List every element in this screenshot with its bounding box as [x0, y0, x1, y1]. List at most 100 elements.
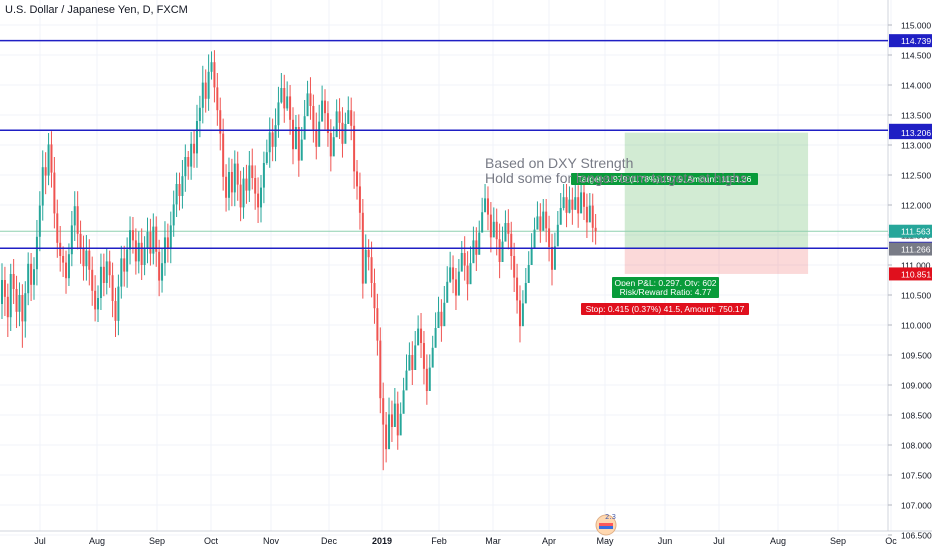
- candle-body: [548, 228, 551, 247]
- candle-body: [59, 242, 62, 256]
- candle-body: [309, 93, 312, 106]
- stop-zone[interactable]: [624, 249, 809, 274]
- candle-body: [518, 300, 521, 327]
- candle-body: [158, 251, 161, 281]
- candle-body: [94, 290, 97, 310]
- candle-body: [236, 163, 239, 185]
- candle-body: [437, 311, 440, 328]
- candle-body: [402, 390, 405, 414]
- candle-body: [364, 250, 367, 284]
- candle-body: [161, 263, 164, 281]
- candle-body: [559, 208, 562, 225]
- candle-body: [146, 232, 149, 249]
- candle-body: [440, 311, 443, 327]
- candle-body: [204, 82, 207, 99]
- candle-body: [472, 240, 475, 264]
- y-tick-label: 113.500: [901, 111, 931, 121]
- candle-body: [376, 308, 379, 341]
- candle-body: [347, 110, 350, 124]
- price-label-bg: [889, 242, 932, 256]
- price-label: 111.563: [901, 227, 931, 237]
- candle-body: [321, 100, 324, 122]
- candle-body: [420, 328, 423, 343]
- candle-body: [565, 197, 568, 213]
- candle-body: [129, 230, 132, 250]
- x-tick-label: Oct: [204, 536, 219, 546]
- candle-body: [318, 121, 321, 147]
- candle-body: [562, 197, 565, 208]
- target-zone[interactable]: [624, 132, 809, 250]
- candle-body: [550, 247, 553, 270]
- candle-body: [38, 205, 41, 237]
- candle-body: [542, 211, 545, 231]
- x-tick-label: Sep: [830, 536, 846, 546]
- y-tick-label: 110.500: [901, 291, 931, 301]
- candle-body: [30, 263, 33, 285]
- candle-body: [155, 226, 158, 252]
- chart-annotation[interactable]: Based on DXY Strength Hold some for long…: [485, 156, 747, 186]
- price-label-bg: [889, 126, 932, 140]
- candle-body: [213, 62, 216, 88]
- candle-body: [126, 249, 129, 272]
- target-label-bg[interactable]: [571, 173, 758, 185]
- candle-body: [88, 250, 91, 270]
- candle-body: [594, 227, 597, 232]
- candle-body: [539, 216, 542, 231]
- candle-body: [350, 110, 353, 126]
- candle-body: [274, 125, 277, 147]
- candle-body: [373, 283, 376, 309]
- candle-body: [469, 263, 472, 285]
- candle-body: [294, 127, 297, 150]
- candle-body: [245, 178, 248, 191]
- candle-body: [257, 193, 260, 208]
- candle-body: [175, 184, 178, 205]
- x-tick-label: Jul: [713, 536, 725, 546]
- candle-body: [553, 246, 556, 270]
- candle-body: [434, 328, 437, 348]
- candle-body: [131, 230, 134, 241]
- candle-body: [152, 226, 155, 254]
- candle-body: [280, 88, 283, 103]
- candle-body: [466, 265, 469, 285]
- candle-body: [338, 111, 341, 123]
- candle-body: [12, 274, 15, 289]
- candle-body: [3, 280, 6, 297]
- candle-body: [312, 106, 315, 130]
- y-tick-label: 112.000: [901, 201, 931, 211]
- pnl-label: Open P&L: 0.297, Qty: 602: [614, 278, 716, 288]
- candle-body: [367, 250, 370, 258]
- candle-body: [207, 71, 210, 99]
- candle-body: [457, 271, 460, 296]
- candle-body: [85, 250, 88, 267]
- price-label-bg: [889, 267, 932, 281]
- candle-body: [489, 214, 492, 238]
- price-label: 113.206: [901, 128, 931, 138]
- candle-body: [300, 139, 303, 161]
- candle-body: [114, 301, 117, 321]
- candle-body: [414, 345, 417, 370]
- candle-body: [163, 237, 166, 264]
- x-tick-label: Nov: [263, 536, 280, 546]
- y-tick-label: 115.000: [901, 21, 931, 31]
- candle-body: [524, 283, 527, 304]
- candle-body: [358, 186, 361, 213]
- candle-body: [574, 197, 577, 210]
- candle-body: [21, 295, 24, 322]
- candle-body: [140, 242, 143, 265]
- candle-body: [227, 172, 230, 198]
- candle-body: [390, 414, 393, 427]
- stop-label-bg[interactable]: [581, 303, 749, 315]
- candle-body: [225, 176, 228, 198]
- candle-body: [478, 232, 481, 255]
- x-tick-label: May: [596, 536, 614, 546]
- candle-body: [452, 267, 455, 280]
- target-label: Target: 1.979 (1.78%) 197.9, Amount: 119…: [578, 174, 752, 184]
- candle-body: [105, 261, 108, 283]
- y-tick-label: 107.500: [901, 471, 932, 481]
- y-tick-label: 114.500: [901, 51, 931, 61]
- rr-label-bg[interactable]: [612, 286, 719, 298]
- candle-body: [545, 211, 548, 229]
- candle-body: [460, 253, 463, 272]
- candle-body: [239, 184, 242, 208]
